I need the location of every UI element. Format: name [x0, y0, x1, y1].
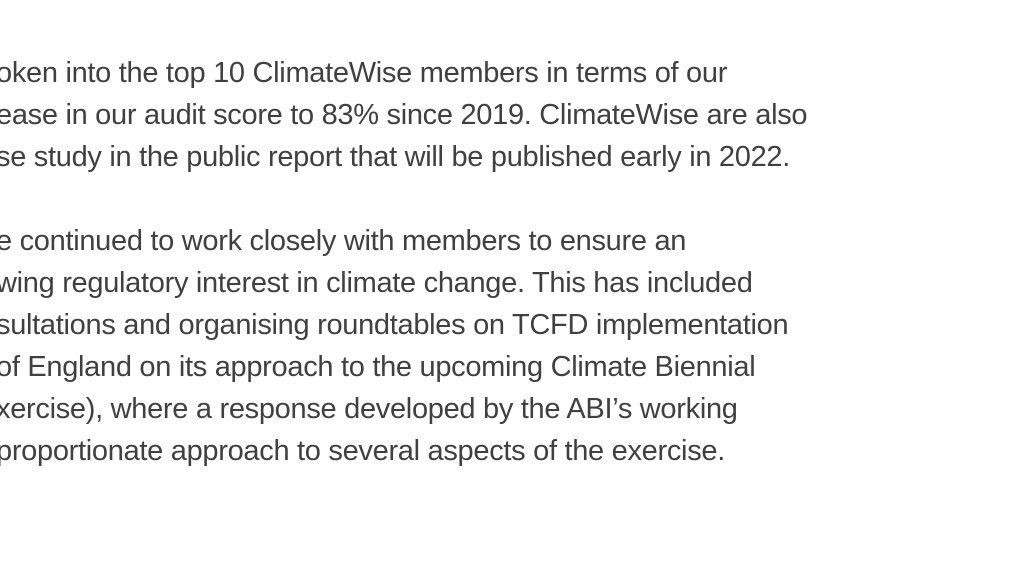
text-line: se study in the public report that will … [0, 141, 790, 173]
text-line: proportionate approach to several aspect… [0, 435, 725, 467]
text-line: oken into the top 10 ClimateWise members… [0, 57, 728, 89]
text-line: wing regulatory interest in climate chan… [0, 267, 753, 299]
paragraph-regulatory: e continued to work closely with members… [0, 220, 807, 472]
text-line: sultations and organising roundtables on… [0, 309, 789, 341]
text-line: e continued to work closely with members… [0, 225, 687, 257]
text-line: xercise), where a response developed by … [0, 393, 738, 425]
text-line: of England on its approach to the upcomi… [0, 351, 756, 383]
paragraph-climatewise: oken into the top 10 ClimateWise members… [0, 52, 808, 178]
text-column: oken into the top 10 ClimateWise members… [0, 52, 808, 514]
text-line: ease in our audit score to 83% since 201… [0, 99, 808, 131]
